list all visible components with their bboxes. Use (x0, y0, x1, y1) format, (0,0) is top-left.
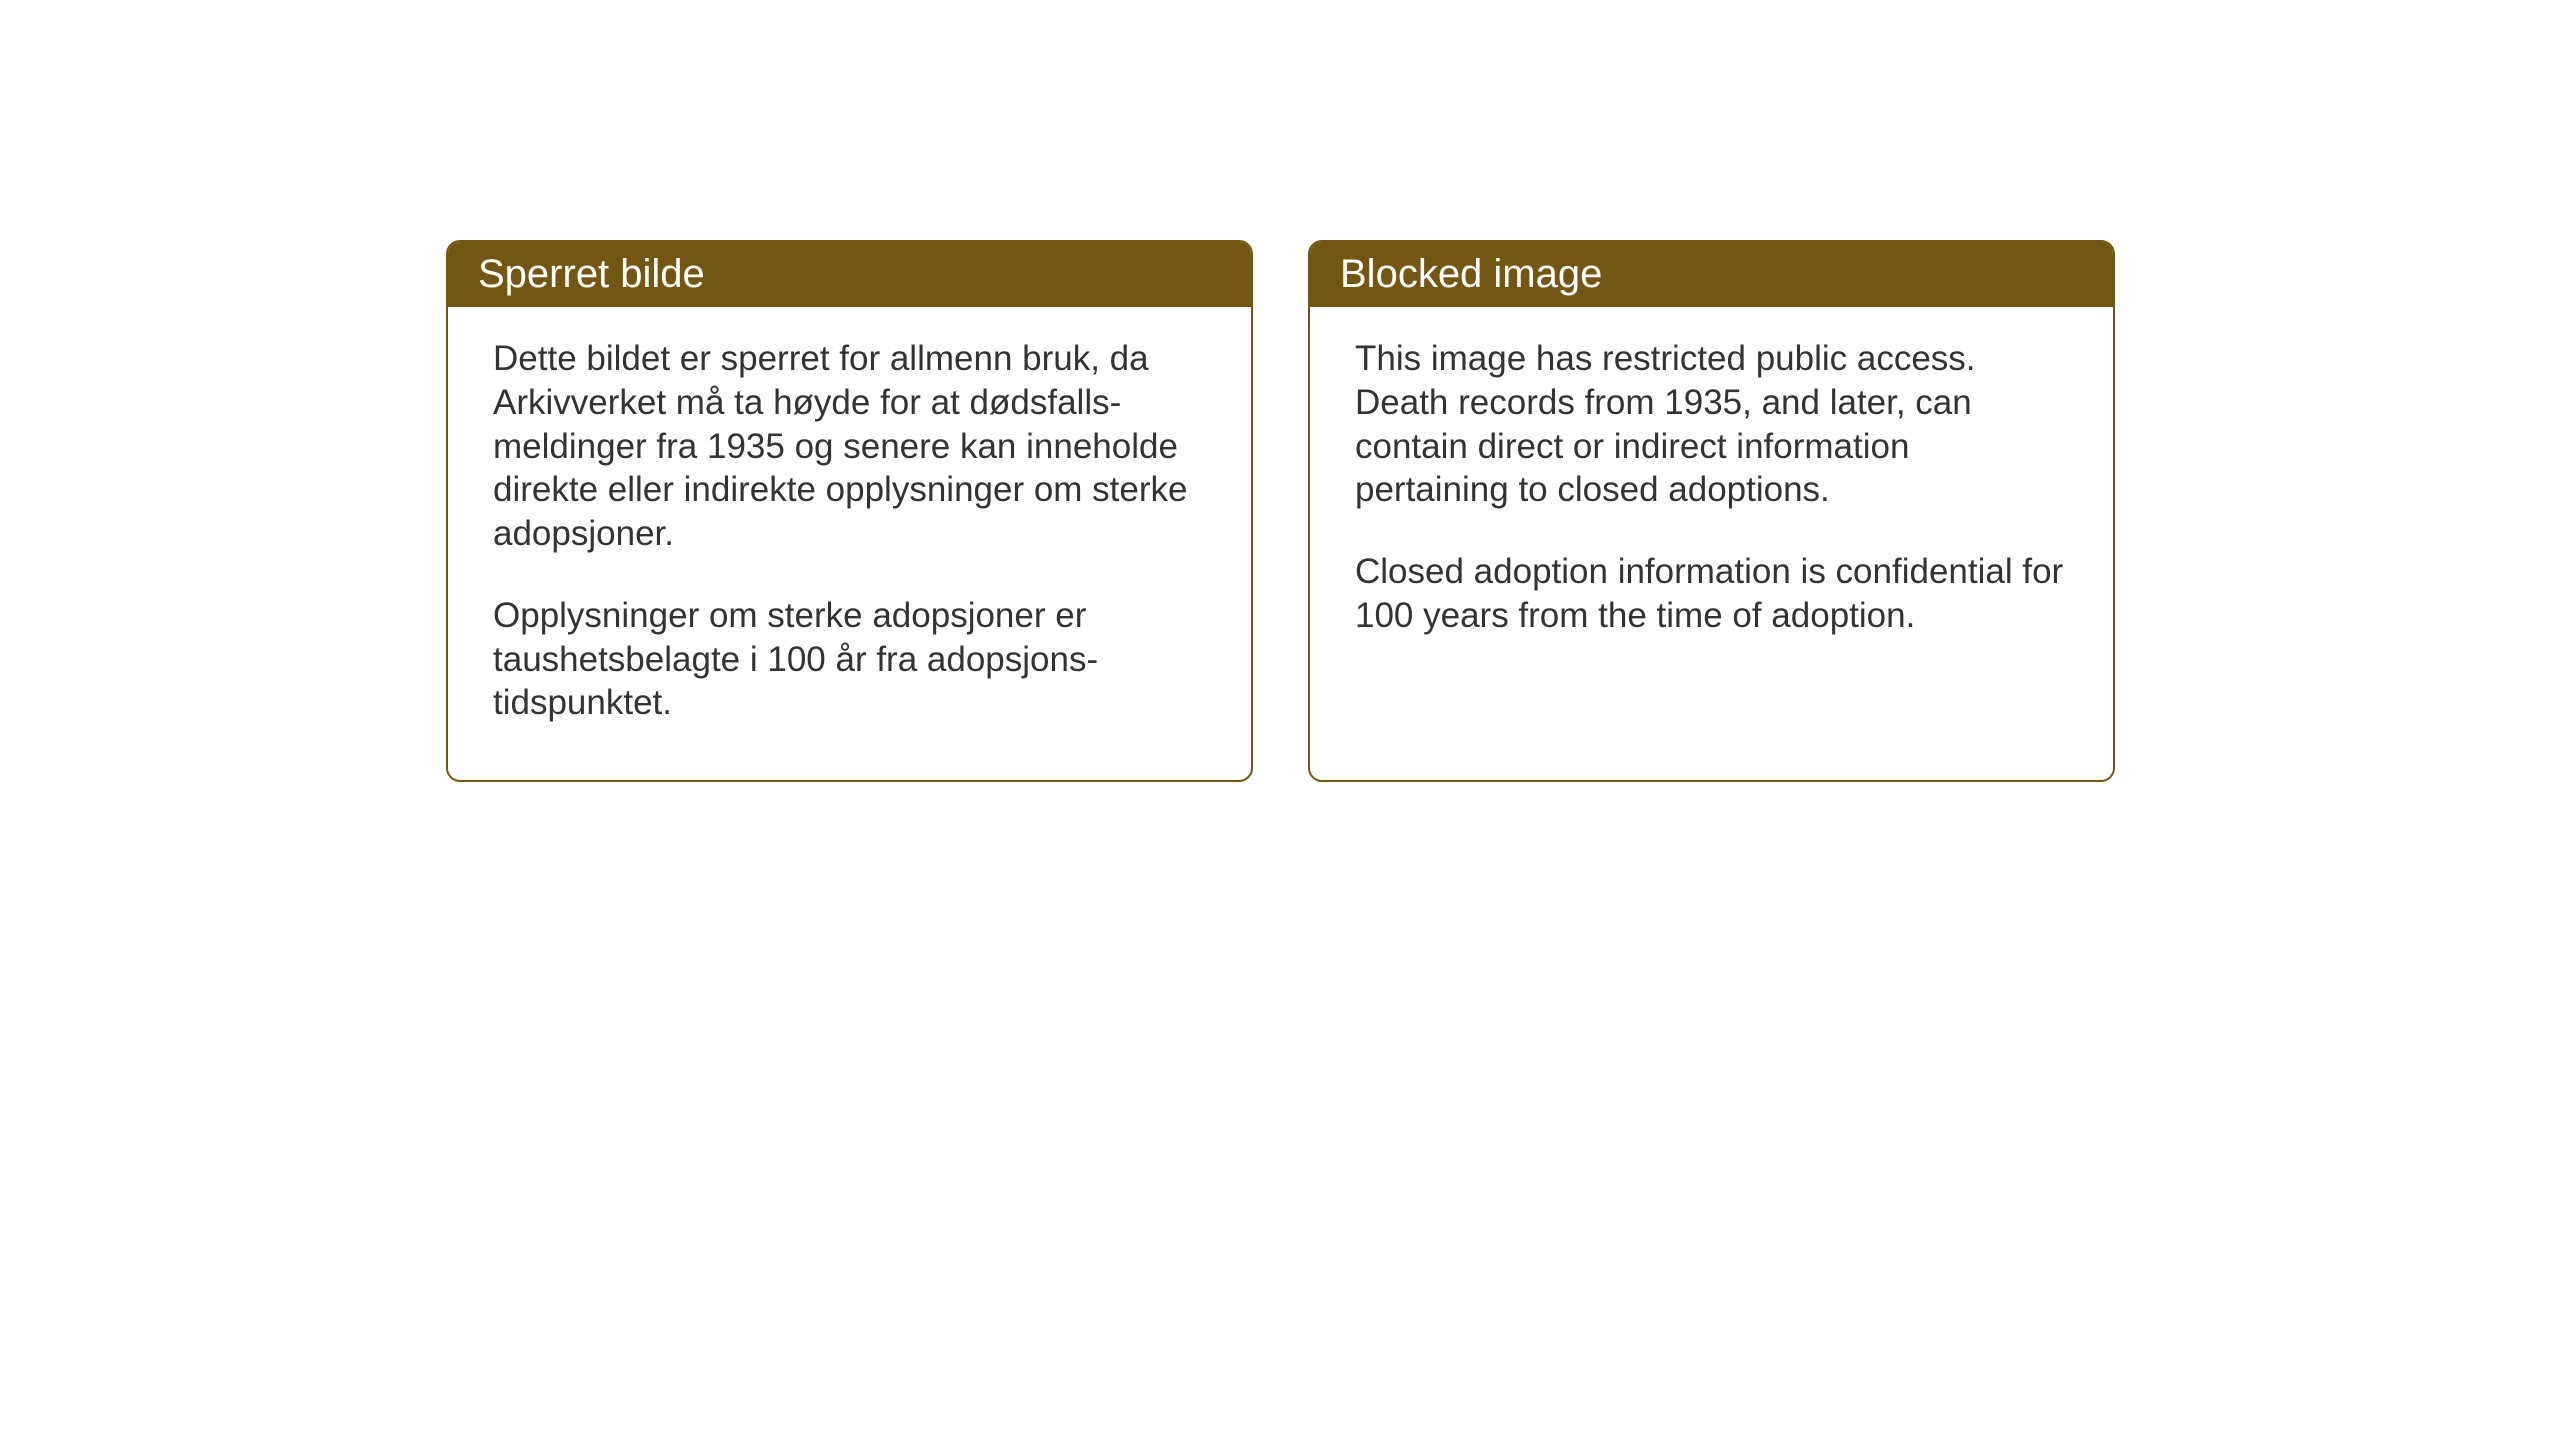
notice-title-norwegian: Sperret bilde (478, 252, 705, 296)
notice-body-english: This image has restricted public access.… (1310, 307, 2113, 693)
notice-header-english: Blocked image (1310, 242, 2113, 307)
notice-header-norwegian: Sperret bilde (448, 242, 1251, 307)
notice-box-english: Blocked image This image has restricted … (1308, 240, 2115, 782)
notice-paragraph-1-norwegian: Dette bildet er sperret for allmenn bruk… (493, 337, 1206, 556)
notice-box-norwegian: Sperret bilde Dette bildet er sperret fo… (446, 240, 1253, 782)
notice-body-norwegian: Dette bildet er sperret for allmenn bruk… (448, 307, 1251, 780)
notice-paragraph-2-english: Closed adoption information is confident… (1355, 550, 2068, 638)
notice-paragraph-2-norwegian: Opplysninger om sterke adopsjoner er tau… (493, 594, 1206, 725)
notice-container: Sperret bilde Dette bildet er sperret fo… (446, 240, 2115, 782)
notice-title-english: Blocked image (1340, 252, 1602, 296)
notice-paragraph-1-english: This image has restricted public access.… (1355, 337, 2068, 512)
